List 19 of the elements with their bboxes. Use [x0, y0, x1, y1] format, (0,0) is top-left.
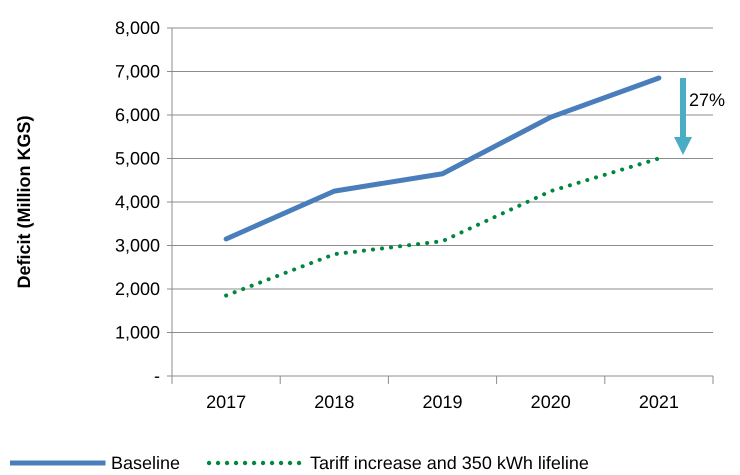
y-tick-label: -	[154, 366, 160, 386]
x-tick-label: 2018	[314, 392, 354, 412]
y-tick-label: 2,000	[114, 278, 160, 299]
line-series	[224, 156, 661, 298]
legend-label: Tariff increase and 350 kWh lifeline	[310, 453, 589, 473]
y-tick-label: 7,000	[114, 61, 160, 82]
x-tick-label: 2019	[422, 392, 463, 412]
x-tick-label: 2017	[206, 392, 246, 412]
y-tick-label: 3,000	[114, 235, 160, 256]
annotation: 27%	[689, 90, 726, 110]
y-axis-title: Deficit (Million KGS)	[14, 116, 34, 288]
y-tick-label: 6,000	[114, 104, 160, 125]
y-tick-label: 4,000	[114, 192, 160, 212]
y-tick-label: 1,000	[114, 322, 160, 342]
x-tick-label: 2021	[638, 392, 679, 412]
x-tick-label: 2020	[530, 392, 571, 412]
y-tick-label: 5,000	[114, 148, 160, 168]
legend-label: Baseline	[111, 453, 180, 473]
y-tick-label: 8,000	[114, 18, 160, 38]
